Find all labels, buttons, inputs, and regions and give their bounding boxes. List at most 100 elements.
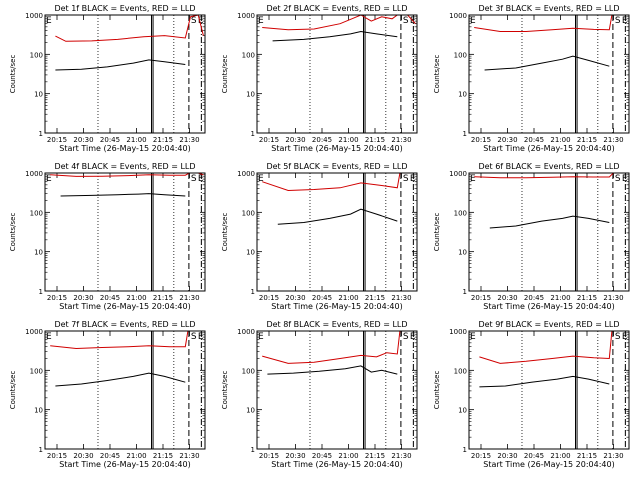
x-tick-label: 20:30 — [285, 452, 305, 460]
x-tick-label: 20:15 — [471, 294, 491, 302]
events-series-line — [60, 193, 186, 197]
E-marker-label: E — [622, 332, 628, 342]
x-tick-label: 20:45 — [100, 136, 120, 144]
x-tick-label: 21:15 — [577, 136, 597, 144]
plot-frame — [44, 330, 206, 450]
lld-series-line — [55, 14, 204, 42]
y-axis-label: Counts/sec — [221, 371, 229, 410]
y-tick-label: 10 — [458, 407, 467, 415]
y-axis-label: Counts/sec — [433, 371, 441, 410]
S-marker-label: S — [615, 16, 621, 26]
panel-title: Det 7f BLACK = Events, RED = LLD — [54, 320, 195, 329]
panel-9: Det 9f BLACK = Events, RED = LLD 1 10 100 10… — [433, 320, 630, 469]
y-tick-label: 10 — [34, 407, 43, 415]
x-tick-label: 20:45 — [524, 294, 544, 302]
E-marker-label: E — [198, 174, 204, 184]
y-tick-label: 10 — [34, 249, 43, 257]
panel-title: Det 3f BLACK = Events, RED = LLD — [478, 4, 619, 13]
panel-4: Det 4f BLACK = Events, RED = LLD 1 10 100 10… — [9, 162, 206, 311]
events-series-line — [272, 30, 398, 42]
E-marker-label: E — [622, 16, 628, 26]
y-tick-label: 1 — [39, 446, 43, 454]
E-marker-label: E — [470, 174, 476, 184]
E-marker-label: E — [258, 332, 264, 342]
E-marker-label: E — [198, 16, 204, 26]
y-tick-label: 1000 — [237, 328, 255, 336]
x-tick-label: 21:15 — [153, 294, 173, 302]
plot-frame — [256, 330, 418, 450]
panel-7: Det 7f BLACK = Events, RED = LLD 1 10 100 10… — [9, 320, 206, 469]
x-tick-label: 21:00 — [550, 294, 570, 302]
x-axis-label: Start Time (26-May-15 20:04:40) — [271, 302, 402, 311]
panel-title: Det 4f BLACK = Events, RED = LLD — [54, 162, 195, 171]
x-tick-label: 20:15 — [259, 294, 279, 302]
S-marker-label: S — [191, 332, 197, 342]
x-axis-label: Start Time (26-May-15 20:04:40) — [59, 460, 190, 469]
panel-title: Det 5f BLACK = Events, RED = LLD — [266, 162, 407, 171]
x-tick-label: 20:15 — [47, 136, 67, 144]
events-series-line — [479, 375, 610, 388]
panel-title: Det 6f BLACK = Events, RED = LLD — [478, 162, 619, 171]
E-marker-label: E — [258, 16, 264, 26]
y-tick-label: 100 — [30, 209, 43, 217]
y-axis-label: Counts/sec — [433, 55, 441, 94]
plot-frame — [256, 172, 418, 292]
plot-frame — [44, 172, 206, 292]
events-series-line — [55, 59, 186, 71]
lld-series-line — [479, 330, 628, 364]
E-marker-label: E — [198, 332, 204, 342]
x-tick-label: 20:30 — [285, 136, 305, 144]
y-tick-label: 10 — [246, 91, 255, 99]
y-tick-label: 100 — [30, 367, 43, 375]
S-marker-label: S — [403, 332, 409, 342]
S-marker-label: S — [615, 332, 621, 342]
y-axis-label: Counts/sec — [433, 213, 441, 252]
x-axis-label: Start Time (26-May-15 20:04:40) — [271, 460, 402, 469]
E-marker-label: E — [46, 332, 52, 342]
y-tick-label: 1000 — [449, 12, 467, 20]
panel-title: Det 2f BLACK = Events, RED = LLD — [266, 4, 407, 13]
y-axis-label: Counts/sec — [9, 55, 17, 94]
events-series-line — [277, 208, 398, 225]
y-tick-label: 1000 — [25, 12, 43, 20]
x-tick-label: 21:30 — [603, 136, 623, 144]
y-tick-label: 1 — [251, 130, 255, 138]
lld-series-line — [50, 330, 204, 350]
y-tick-label: 1 — [463, 130, 467, 138]
x-tick-label: 20:45 — [524, 452, 544, 460]
x-axis-label: Start Time (26-May-15 20:04:40) — [483, 302, 614, 311]
x-tick-label: 21:30 — [179, 294, 199, 302]
panel-title: Det 1f BLACK = Events, RED = LLD — [54, 4, 195, 13]
S-marker-label: S — [615, 174, 621, 184]
x-tick-label: 21:30 — [179, 136, 199, 144]
E-marker-label: E — [410, 332, 416, 342]
x-axis-label: Start Time (26-May-15 20:04:40) — [271, 144, 402, 153]
x-tick-label: 20:45 — [100, 294, 120, 302]
x-axis-label: Start Time (26-May-15 20:04:40) — [483, 144, 614, 153]
y-tick-label: 10 — [34, 91, 43, 99]
events-series-line — [55, 372, 186, 387]
x-tick-label: 21:30 — [603, 452, 623, 460]
x-tick-label: 20:30 — [73, 136, 93, 144]
x-tick-label: 21:00 — [550, 452, 570, 460]
y-axis-label: Counts/sec — [9, 371, 17, 410]
y-tick-label: 100 — [454, 367, 467, 375]
y-tick-label: 1000 — [237, 170, 255, 178]
x-tick-label: 20:30 — [285, 294, 305, 302]
events-series-line — [489, 215, 610, 229]
x-tick-label: 20:45 — [524, 136, 544, 144]
x-axis-label: Start Time (26-May-15 20:04:40) — [59, 144, 190, 153]
y-tick-label: 100 — [30, 51, 43, 59]
lld-series-line — [474, 14, 628, 32]
x-tick-label: 21:00 — [126, 294, 146, 302]
S-marker-label: S — [191, 174, 197, 184]
panel-title: Det 9f BLACK = Events, RED = LLD — [478, 320, 619, 329]
x-tick-label: 21:15 — [365, 136, 385, 144]
events-series-line — [267, 365, 398, 375]
y-tick-label: 1 — [39, 130, 43, 138]
y-tick-label: 100 — [242, 367, 255, 375]
x-tick-label: 21:15 — [365, 452, 385, 460]
x-tick-label: 20:45 — [312, 452, 332, 460]
E-marker-label: E — [410, 174, 416, 184]
